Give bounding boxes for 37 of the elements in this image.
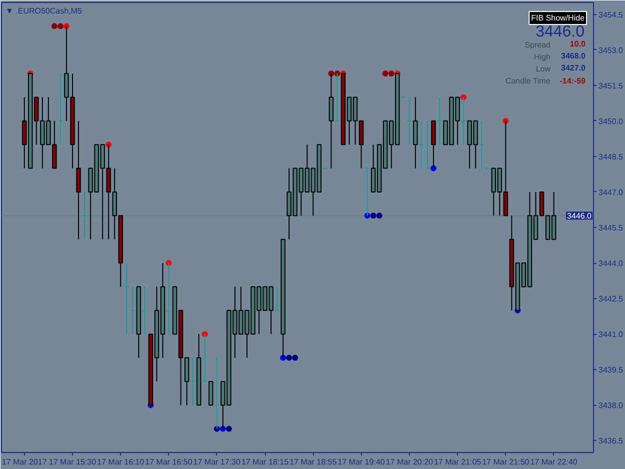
text: 3427.0	[561, 64, 586, 72]
x-tick-label: 17 Mar 17:30	[193, 458, 242, 466]
x-tick-label: 17 Mar 21:50	[482, 458, 530, 466]
text: 10.0	[570, 40, 586, 48]
y-tick-label: 3445.5	[598, 224, 624, 232]
text: ▼ .EURO50Cash,M5	[6, 6, 82, 16]
text: -14:-59	[560, 76, 586, 86]
x-tick-label: 17 Mar 21:05	[434, 458, 482, 466]
x-tick-label: 17 Mar 22:40	[530, 458, 578, 466]
y-tick-label: 3436.5	[598, 436, 624, 446]
x-tick-label: 17 Mar 18:15	[241, 458, 290, 466]
y-tick-label: 3451.5	[598, 81, 624, 90]
annotation: High	[534, 52, 550, 62]
x-tick-label: 17 Mar 2017	[2, 458, 48, 466]
text: 3468.0	[561, 52, 586, 60]
x-tick-label: 17 Mar 16:10	[97, 458, 145, 466]
y-tick-label: 3441.0	[598, 330, 624, 340]
annotation: Spread	[524, 40, 550, 50]
y-tick-label: 3448.5	[598, 152, 624, 162]
y-tick-label: 3453.0	[598, 46, 624, 55]
annotation: FIB Show/Hide	[531, 14, 586, 22]
x-tick-label: 17 Mar 18:55	[290, 458, 338, 466]
x-tick-label: 17 Mar 16:50	[145, 458, 193, 466]
y-tick-label: 3439.5	[598, 366, 624, 375]
y-tick-label: 3442.5	[598, 294, 624, 304]
y-tick-label: 3450.0	[598, 116, 624, 126]
annotation: Low	[536, 64, 551, 74]
annotation: 3446.0	[536, 24, 585, 40]
y-tick-label: 3438.0	[598, 401, 624, 410]
x-tick-label: 17 Mar 15:30	[48, 458, 97, 466]
annotation: Candle Time	[505, 76, 551, 86]
y-tick-label: 3454.5	[598, 10, 624, 20]
y-tick-label: 3444.0	[598, 259, 624, 268]
x-tick-label: 17 Mar 19:40	[338, 458, 386, 466]
ref-line-label: 3446.0	[567, 212, 592, 221]
y-tick-label: 3447.0	[598, 188, 624, 197]
x-tick-label: 17 Mar 20:20	[386, 458, 434, 466]
